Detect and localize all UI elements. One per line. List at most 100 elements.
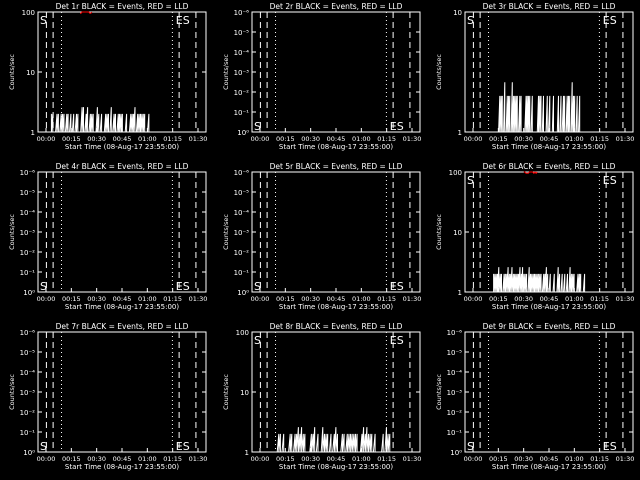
y-tick-label: 10⁻² <box>234 249 250 257</box>
detector-panel-7: Det 7r BLACK = Events, RED = LLD Counts/s… <box>8 322 207 471</box>
x-tick-label: 00:30 <box>514 135 533 143</box>
x-axis-label: Start Time (08-Aug-17 23:55:00) <box>65 463 179 471</box>
x-axis-label: Start Time (08-Aug-17 23:55:00) <box>492 143 606 151</box>
x-tick-label: 00:30 <box>514 455 533 463</box>
end-marker-label: ES <box>390 280 404 293</box>
end-marker-label: ES <box>603 440 617 453</box>
y-tick-label: 10⁻¹ <box>20 269 36 277</box>
x-tick-label: 00:30 <box>301 295 320 303</box>
y-tick-label: 10⁻² <box>20 249 36 257</box>
detector-panel-3: Det 3r BLACK = Events, RED = LLD Counts/s… <box>435 2 634 151</box>
x-tick-label: 01:15 <box>590 295 609 303</box>
x-axis-label: Start Time (08-Aug-17 23:55:00) <box>492 303 606 311</box>
plot-frame <box>464 331 634 453</box>
x-axis-label: Start Time (08-Aug-17 23:55:00) <box>279 303 393 311</box>
x-tick-label: 01:30 <box>403 455 422 463</box>
y-axis-label: Counts/sec <box>222 374 230 410</box>
y-tick-label: 1 <box>31 129 35 137</box>
x-tick-label: 00:15 <box>276 295 295 303</box>
lld-series-line <box>523 171 538 175</box>
start-marker-label: S <box>40 280 47 293</box>
y-tick-label: 10 <box>240 389 249 397</box>
x-tick-label: 01:30 <box>403 295 422 303</box>
x-axis-label: Start Time (08-Aug-17 23:55:00) <box>279 143 393 151</box>
panel-title: Det 6r BLACK = Events, RED = LLD <box>483 162 616 171</box>
x-tick-label: 00:15 <box>276 135 295 143</box>
end-marker-label: ES <box>603 14 617 27</box>
x-tick-label: 00:15 <box>489 135 508 143</box>
y-tick-label: 10⁻² <box>234 89 250 97</box>
y-tick-label: 1 <box>458 289 462 297</box>
panel-title: Det 4r BLACK = Events, RED = LLD <box>56 162 189 171</box>
y-tick-label: 10⁻⁴ <box>447 369 463 377</box>
panel-title: Det 7r BLACK = Events, RED = LLD <box>56 322 189 331</box>
x-tick-label: 00:00 <box>464 455 483 463</box>
end-marker-label: ES <box>176 280 190 293</box>
x-tick-label: 00:00 <box>464 295 483 303</box>
x-tick-label: 01:00 <box>565 135 584 143</box>
y-tick-label: 10⁻¹ <box>234 109 250 117</box>
x-tick-label: 00:45 <box>540 135 559 143</box>
x-tick-label: 00:15 <box>62 455 81 463</box>
x-tick-label: 00:00 <box>37 295 56 303</box>
detector-panel-6: Det 6r BLACK = Events, RED = LLD Counts/s… <box>435 162 634 311</box>
end-marker-label: ES <box>390 334 404 347</box>
detector-panel-8: Det 8r BLACK = Events, RED = LLD Counts/s… <box>222 322 421 471</box>
panel-title: Det 8r BLACK = Events, RED = LLD <box>270 322 403 331</box>
x-tick-label: 01:00 <box>138 135 157 143</box>
y-tick-label: 10⁰ <box>237 129 249 137</box>
x-tick-label: 00:45 <box>113 135 132 143</box>
y-tick-label: 10⁰ <box>237 289 249 297</box>
detector-panel-5: Det 5r BLACK = Events, RED = LLD Counts/s… <box>222 162 421 311</box>
y-tick-label: 10⁻⁴ <box>234 49 250 57</box>
y-tick-label: 10⁻⁶ <box>20 169 36 177</box>
plot-frame <box>37 171 207 293</box>
start-marker-label: S <box>467 14 474 27</box>
panel-title: Det 9r BLACK = Events, RED = LLD <box>483 322 616 331</box>
x-tick-label: 01:15 <box>163 295 182 303</box>
start-marker-label: S <box>467 174 474 187</box>
y-axis-label: Counts/sec <box>435 54 443 90</box>
x-tick-label: 00:45 <box>540 455 559 463</box>
x-tick-label: 00:15 <box>276 455 295 463</box>
y-tick-label: 100 <box>236 329 249 337</box>
x-tick-label: 00:30 <box>87 135 106 143</box>
x-tick-label: 00:00 <box>251 135 270 143</box>
panel-title: Det 3r BLACK = Events, RED = LLD <box>483 2 616 11</box>
y-axis-label: Counts/sec <box>435 214 443 250</box>
x-tick-label: 01:00 <box>352 295 371 303</box>
y-tick-label: 10⁻⁶ <box>234 169 250 177</box>
plot-frame <box>251 11 421 133</box>
plot-frame <box>37 331 207 453</box>
y-tick-label: 10⁻¹ <box>447 429 463 437</box>
y-tick-label: 10 <box>453 9 462 17</box>
x-tick-label: 00:30 <box>87 295 106 303</box>
y-tick-label: 10⁻³ <box>447 389 463 397</box>
end-marker-label: ES <box>176 440 190 453</box>
x-axis-label: Start Time (08-Aug-17 23:55:00) <box>65 143 179 151</box>
detector-panel-1: Det 1r BLACK = Events, RED = LLD Counts/s… <box>8 2 207 151</box>
x-axis-label: Start Time (08-Aug-17 23:55:00) <box>279 463 393 471</box>
x-tick-label: 01:00 <box>352 455 371 463</box>
y-tick-label: 10⁻³ <box>234 69 250 77</box>
x-tick-label: 00:30 <box>301 455 320 463</box>
x-tick-label: 00:30 <box>87 455 106 463</box>
y-tick-label: 10 <box>453 229 462 237</box>
detector-panel-9: Det 9r BLACK = Events, RED = LLD Counts/s… <box>435 322 634 471</box>
x-tick-label: 00:15 <box>62 135 81 143</box>
x-tick-label: 01:30 <box>616 455 635 463</box>
x-tick-label: 00:00 <box>251 295 270 303</box>
events-series-line <box>498 82 586 133</box>
x-tick-label: 00:15 <box>489 455 508 463</box>
x-tick-label: 00:45 <box>540 295 559 303</box>
start-marker-label: S <box>40 440 47 453</box>
y-axis-label: Counts/sec <box>8 374 16 410</box>
x-tick-label: 00:30 <box>514 295 533 303</box>
y-tick-label: 1 <box>245 449 249 457</box>
x-tick-label: 01:15 <box>163 135 182 143</box>
x-tick-label: 00:00 <box>37 455 56 463</box>
y-tick-label: 10⁻⁶ <box>447 329 463 337</box>
x-tick-label: 00:30 <box>301 135 320 143</box>
y-tick-label: 10⁻¹ <box>234 269 250 277</box>
